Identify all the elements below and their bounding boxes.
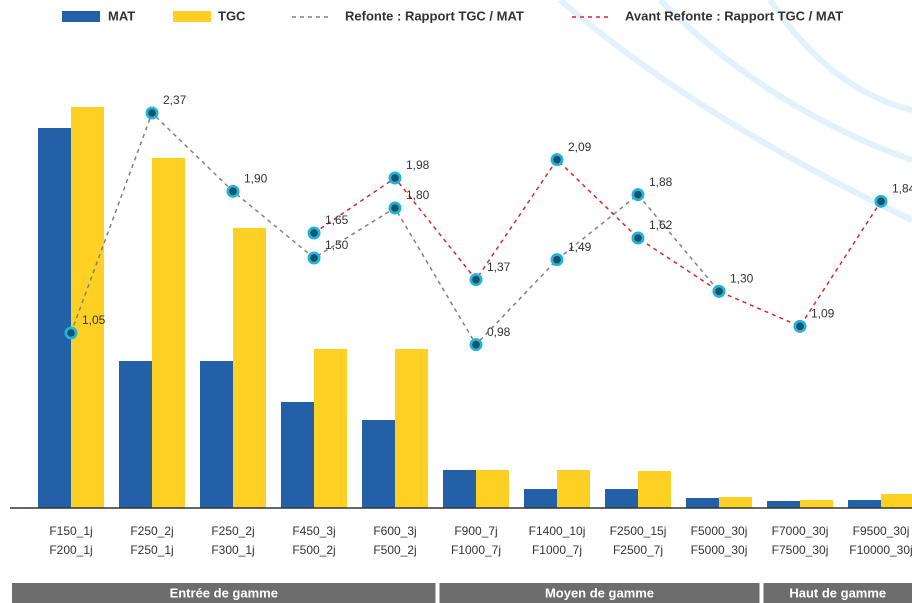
x-tick-label: F7000_30j <box>772 524 829 538</box>
x-tick-label: F1000_7j <box>532 543 582 557</box>
x-tick-label: F5000_30j <box>691 543 748 557</box>
bar <box>638 471 671 508</box>
bar <box>119 361 152 508</box>
bar <box>605 489 638 508</box>
data-label: 2,09 <box>568 140 592 154</box>
bar <box>395 349 428 508</box>
marker-core <box>634 234 642 242</box>
arc <box>558 0 912 223</box>
group-band <box>439 583 760 603</box>
bar <box>719 497 752 508</box>
data-label: 1,65 <box>325 213 349 227</box>
data-label: 1,84 <box>892 182 912 196</box>
group-label: Moyen de gamme <box>545 585 654 600</box>
data-label: 1,30 <box>730 272 754 286</box>
legend-label: Avant Refonte : Rapport TGC / MAT <box>625 8 843 23</box>
bar <box>557 470 590 508</box>
legend-label: MAT <box>108 8 135 23</box>
bar <box>233 228 266 508</box>
bar <box>767 501 800 508</box>
marker-core <box>391 174 399 182</box>
data-label: 1,62 <box>649 218 673 232</box>
x-tick-label: F1000_7j <box>451 543 501 557</box>
group-band <box>763 583 912 603</box>
group-label: Entrée de gamme <box>170 585 278 600</box>
data-label: 2,37 <box>163 93 187 107</box>
legend-label: TGC <box>218 8 246 23</box>
x-tick-label: F300_1j <box>211 543 254 557</box>
data-label: 0,98 <box>487 325 511 339</box>
bar <box>362 420 395 508</box>
x-tick-label: F600_3j <box>373 524 416 538</box>
x-tick-label: F5000_30j <box>691 524 748 538</box>
data-label: 1,09 <box>811 307 835 321</box>
legend-label: Refonte : Rapport TGC / MAT <box>345 8 524 23</box>
bar <box>281 402 314 508</box>
group-band <box>12 583 436 603</box>
bar <box>524 489 557 508</box>
bar <box>443 470 476 508</box>
data-label: 1,50 <box>325 238 349 252</box>
x-tick-label: F2500_15j <box>610 524 667 538</box>
group-label: Haut de gamme <box>789 585 886 600</box>
x-tick-label: F900_7j <box>454 524 497 538</box>
x-tick-label: F10000_30j <box>849 543 912 557</box>
x-tick-label: F2500_7j <box>613 543 663 557</box>
arc <box>657 0 912 163</box>
marker-core <box>148 109 156 117</box>
marker-core <box>310 229 318 237</box>
arc <box>767 0 912 113</box>
marker-core <box>310 254 318 262</box>
x-tick-label: F7500_30j <box>772 543 829 557</box>
data-label: 1,49 <box>568 240 592 254</box>
x-tick-label: F200_1j <box>49 543 92 557</box>
marker-core <box>715 287 723 296</box>
bar <box>800 500 833 508</box>
marker-core <box>472 340 480 349</box>
bar <box>476 470 509 508</box>
bar <box>200 361 233 508</box>
x-tick-label: F500_2j <box>373 543 416 557</box>
x-tick-label: F250_2j <box>211 524 254 538</box>
x-tick-label: F250_1j <box>130 543 173 557</box>
background-arcs <box>558 0 912 223</box>
marker-core <box>553 155 561 164</box>
x-tick-label: F250_2j <box>130 524 173 538</box>
legend-swatch <box>173 11 211 22</box>
bar <box>71 107 104 508</box>
bar <box>686 498 719 508</box>
marker-core <box>229 187 237 196</box>
line <box>313 158 882 328</box>
x-tick-label: F150_1j <box>49 524 92 538</box>
x-tick-label: F9500_30j <box>853 524 910 538</box>
marker-core <box>472 275 480 284</box>
marker-core <box>877 197 885 206</box>
data-label: 1,37 <box>487 260 511 274</box>
data-label: 1,88 <box>649 175 673 189</box>
x-tick-label: F1400_10j <box>529 524 586 538</box>
marker-core <box>553 255 561 264</box>
bar <box>38 128 71 508</box>
data-label: 1,05 <box>82 313 106 327</box>
bar <box>152 158 185 508</box>
data-label: 1,80 <box>406 188 430 202</box>
legend-swatch <box>62 11 100 22</box>
x-tick-label: F500_2j <box>292 543 335 557</box>
data-label: 1,90 <box>244 172 268 186</box>
bar <box>314 349 347 508</box>
bar <box>881 494 912 508</box>
x-tick-label: F450_3j <box>292 524 335 538</box>
marker-core <box>67 329 75 337</box>
marker-core <box>634 190 642 199</box>
bar <box>848 500 881 508</box>
marker-core <box>796 322 804 331</box>
data-label: 1,98 <box>406 158 430 172</box>
marker-core <box>391 204 399 212</box>
